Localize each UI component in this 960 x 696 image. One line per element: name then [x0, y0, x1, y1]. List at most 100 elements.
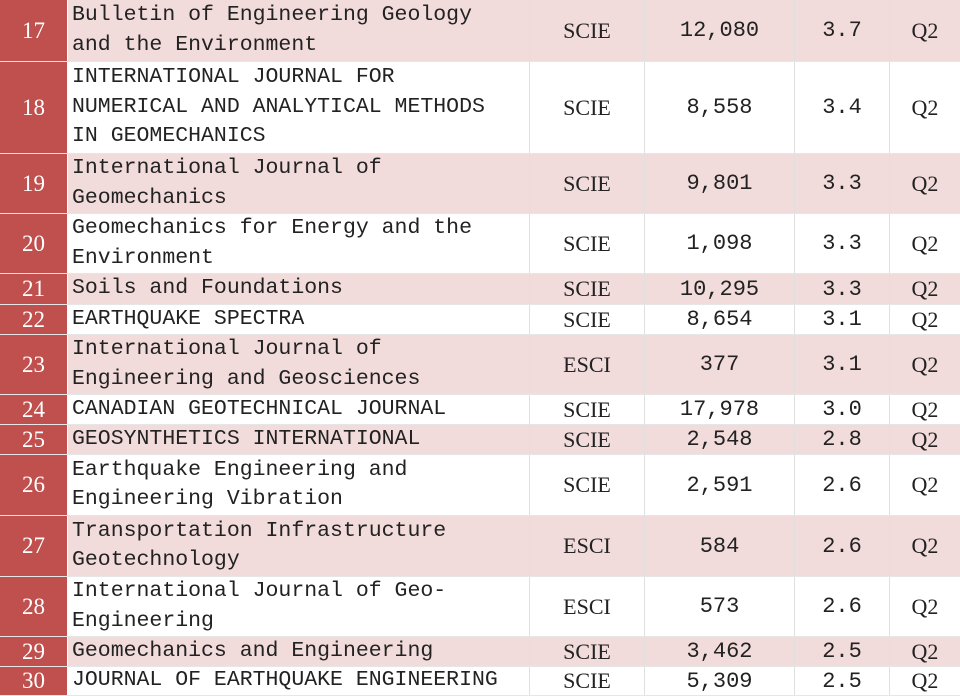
rank-cell: 26 — [0, 455, 68, 515]
journal-line: Engineering and Geosciences — [72, 366, 421, 391]
journal-line: GEOSYNTHETICS INTERNATIONAL — [72, 426, 421, 451]
quartile-cell: Q2 — [911, 276, 939, 301]
impact-factor-cell: 3.0 — [795, 395, 890, 424]
index-cell: SCIE — [530, 667, 645, 695]
journal-cell: JOURNAL OF EARTHQUAKE ENGINEERING — [68, 667, 530, 695]
cites-cell: 5,309 — [645, 667, 795, 695]
index-cell: SCIE — [530, 154, 645, 213]
journal-cell: CANADIAN GEOTECHNICAL JOURNAL — [68, 395, 530, 424]
journal-line: CANADIAN GEOTECHNICAL JOURNAL — [72, 396, 447, 421]
index-cell: ESCI — [530, 516, 645, 576]
rank-cell: 23 — [0, 335, 68, 394]
rank-cell: 24 — [0, 395, 68, 424]
cites-cell: 17,978 — [645, 395, 795, 424]
impact-factor-cell: 2.5 — [795, 637, 890, 666]
journal-cell: EARTHQUAKE SPECTRA — [68, 305, 530, 334]
cites-cell: 3,462 — [645, 637, 795, 666]
impact-factor-cell: 3.7 — [795, 0, 890, 61]
impact-factor-cell: 2.6 — [795, 455, 890, 515]
journal-line: Earthquake Engineering and — [72, 457, 408, 482]
journal-cell: Transportation Infrastructure Geotechnolo… — [68, 516, 530, 576]
rank-cell: 21 — [0, 274, 68, 304]
rank-cell: 25 — [0, 425, 68, 454]
index-cell: SCIE — [530, 62, 645, 153]
table-row: 30 JOURNAL OF EARTHQUAKE ENGINEERING SCIE 5… — [0, 667, 960, 696]
rank-cell: 30 — [0, 667, 68, 695]
table-row: 23 International Journal of Engineering an… — [0, 335, 960, 395]
table-row: 29 Geomechanics and Engineering SCIE 3,462 2… — [0, 637, 960, 667]
cites-cell: 584 — [645, 516, 795, 576]
journal-line: Soils and Foundations — [72, 276, 343, 301]
table-row: 25 GEOSYNTHETICS INTERNATIONAL SCIE 2,548 2.… — [0, 425, 960, 455]
index-cell: ESCI — [530, 577, 645, 636]
journal-line: Environment — [72, 245, 214, 270]
quartile-cell: Q2 — [911, 351, 939, 377]
cites-cell: 1,098 — [645, 214, 795, 273]
rank-cell: 20 — [0, 214, 68, 273]
journal-line: International Journal of Geo- — [72, 579, 447, 603]
journal-cell: Geomechanics and Engineering — [68, 637, 530, 666]
rank-cell: 27 — [0, 516, 68, 576]
journal-cell: International Journal of Engineering and … — [68, 335, 530, 394]
table-row: 20 Geomechanics for Energy and the Environ… — [0, 214, 960, 274]
quartile-cell: Q2 — [911, 94, 939, 120]
table-row: 24 CANADIAN GEOTECHNICAL JOURNAL SCIE 17,97… — [0, 395, 960, 425]
quartile-cell: Q2 — [911, 17, 939, 43]
journal-line: Engineering Vibration — [72, 487, 343, 511]
journal-cell: Bulletin of Engineering Geology and the E… — [68, 0, 530, 61]
index-cell: ESCI — [530, 335, 645, 394]
cites-cell: 2,548 — [645, 425, 795, 454]
quartile-cell: Q2 — [911, 472, 939, 497]
table-row: 22 EARTHQUAKE SPECTRA SCIE 8,654 3.1 Q2 — [0, 305, 960, 335]
index-cell: SCIE — [530, 305, 645, 334]
table-row: 19 International Journal of Geomechanics SC… — [0, 154, 960, 214]
quartile-cell: Q2 — [911, 668, 939, 693]
index-cell: SCIE — [530, 637, 645, 666]
index-cell: SCIE — [530, 0, 645, 61]
table-row: 28 International Journal of Geo- Engineeri… — [0, 577, 960, 637]
impact-factor-cell: 3.3 — [795, 154, 890, 213]
journal-cell: Geomechanics for Energy and the Environme… — [68, 214, 530, 273]
quartile-cell: Q2 — [911, 426, 939, 452]
journal-line: JOURNAL OF EARTHQUAKE ENGINEERING — [72, 668, 498, 693]
quartile-cell: Q2 — [911, 170, 939, 196]
quartile-cell: Q2 — [911, 533, 939, 558]
rank-cell: 22 — [0, 305, 68, 334]
cites-cell: 12,080 — [645, 0, 795, 61]
journal-cell: Earthquake Engineering and Engineering Vi… — [68, 455, 530, 515]
index-cell: SCIE — [530, 214, 645, 273]
journal-line: INTERNATIONAL JOURNAL FOR — [72, 65, 395, 90]
cites-cell: 9,801 — [645, 154, 795, 213]
index-cell: SCIE — [530, 455, 645, 515]
journal-cell: International Journal of Geo- Engineering — [68, 577, 530, 636]
impact-factor-cell: 2.5 — [795, 667, 890, 695]
journal-line: Geomechanics for Energy and the — [72, 216, 472, 240]
journal-line: IN GEOMECHANICS — [72, 124, 266, 149]
impact-factor-cell: 3.4 — [795, 62, 890, 153]
quartile-cell: Q2 — [911, 396, 939, 422]
journal-cell: GEOSYNTHETICS INTERNATIONAL — [68, 425, 530, 454]
rank-cell: 28 — [0, 577, 68, 636]
cites-cell: 8,654 — [645, 305, 795, 334]
impact-factor-cell: 3.3 — [795, 214, 890, 273]
journal-cell: International Journal of Geomechanics — [68, 154, 530, 213]
journal-line: and the Environment — [72, 32, 318, 57]
quartile-cell: Q2 — [911, 230, 939, 256]
rank-cell: 29 — [0, 637, 68, 666]
journal-line: International Journal of — [72, 156, 382, 180]
quartile-cell: Q2 — [911, 306, 939, 332]
rank-cell: 19 — [0, 154, 68, 213]
table-row: 21 Soils and Foundations SCIE 10,295 3.3 Q2 — [0, 274, 960, 305]
journal-line: NUMERICAL AND ANALYTICAL METHODS — [72, 94, 485, 119]
cites-cell: 573 — [645, 577, 795, 636]
impact-factor-cell: 2.6 — [795, 577, 890, 636]
impact-factor-cell: 3.3 — [795, 274, 890, 304]
rank-cell: 18 — [0, 62, 68, 153]
table-row: 17 Bulletin of Engineering Geology and the… — [0, 0, 960, 62]
journal-line: Geomechanics — [72, 185, 227, 210]
index-cell: SCIE — [530, 395, 645, 424]
cites-cell: 377 — [645, 335, 795, 394]
rank-cell: 17 — [0, 0, 68, 61]
journal-cell: INTERNATIONAL JOURNAL FOR NUMERICAL AND A… — [68, 62, 530, 153]
